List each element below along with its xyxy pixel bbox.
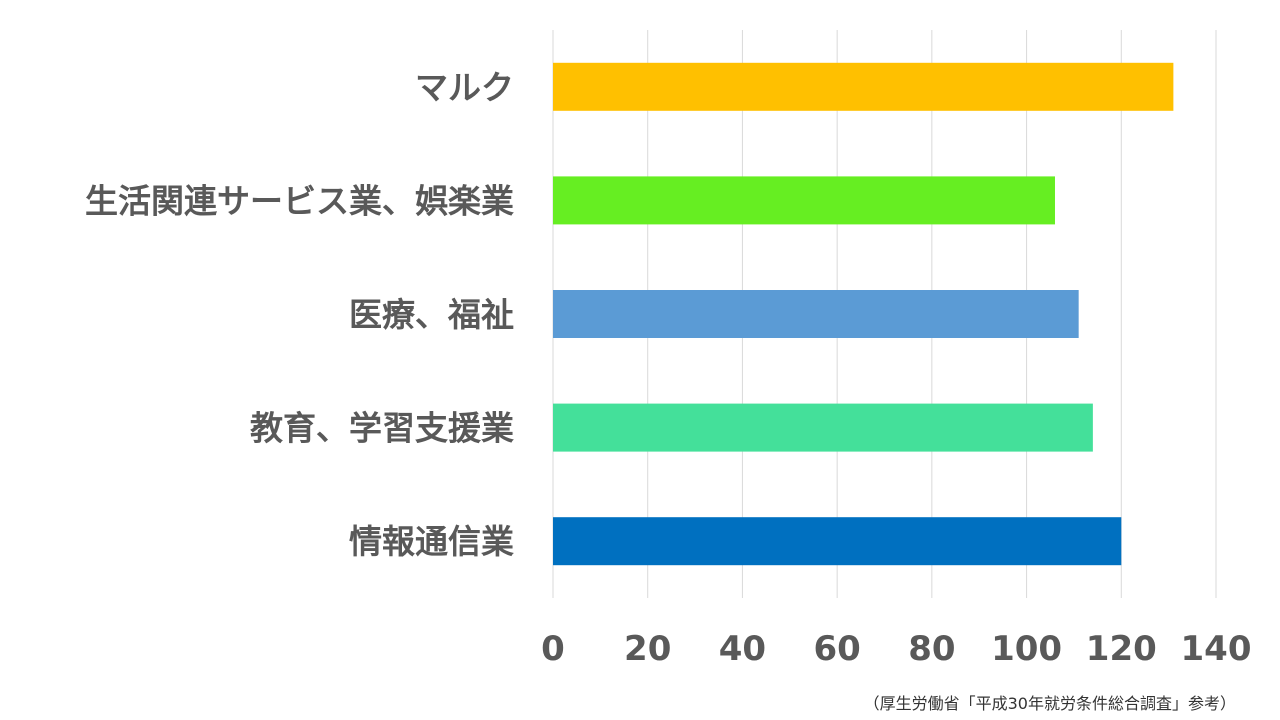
x-tick-label: 40 [719,629,766,669]
category-label: 教育、学習支援業 [250,409,514,448]
source-note: （厚生労働省「平成30年就労条件総合調査」参考） [863,694,1236,713]
x-tick-label: 100 [991,629,1062,669]
bars [553,62,1174,566]
bar-1 [553,62,1174,111]
bar-5 [553,517,1122,566]
bar-3 [553,290,1079,338]
x-tick-label: 80 [908,629,955,669]
x-tick-label: 60 [813,629,860,669]
bar-4 [553,403,1093,452]
bar-2 [553,176,1055,225]
category-label: 生活関連サービス業、娯楽業 [85,181,514,220]
x-tick-label: 120 [1086,629,1157,669]
x-tick-label: 140 [1181,629,1252,669]
category-label: マルク [415,68,514,107]
x-axis-tick-labels: 0 20 40 60 80 100 120 140 [541,629,1251,669]
category-label: 情報通信業 [349,522,514,561]
x-tick-label: 20 [624,629,671,669]
x-tick-label: 0 [541,629,565,669]
category-label: 医療、福祉 [349,295,514,334]
